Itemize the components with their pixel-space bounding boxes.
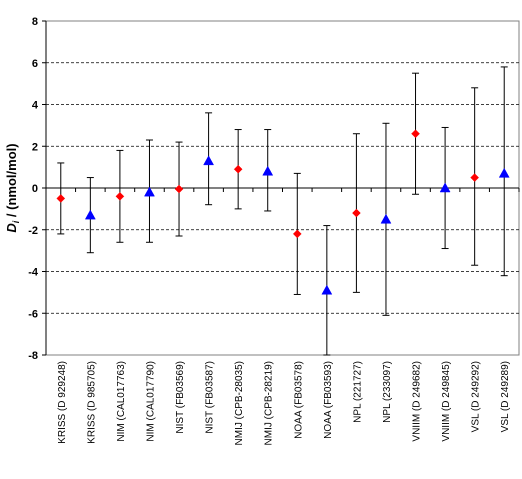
x-tick-label: NPL (233097) [382,361,393,423]
triangle-marker [84,209,96,220]
diamond-marker [411,129,420,139]
diamond-marker [56,194,66,203]
x-tick-label: NOAA (FB03578) [293,361,304,439]
diamond-marker [292,229,302,239]
triangle-marker [439,182,451,193]
triangle-marker [321,284,333,295]
x-tick-label: NMIJ (CPB-28035) [234,361,245,445]
diamond-marker [352,208,361,218]
x-tick-label: NMIJ (CPB-28219) [264,361,275,445]
y-tick-label: -6 [28,308,38,320]
y-axis-label-rest: / (nmol/mol) [4,143,19,220]
triangle-marker [144,186,155,197]
x-tick-label: KRISS (D 929248) [57,361,68,444]
y-tick-label: 0 [32,183,38,195]
diamond-marker [233,164,243,174]
error-bars [57,66,508,356]
diamond-marker [470,173,480,182]
x-tick-label: NIM (CAL017790) [145,361,156,442]
x-tick-labels: KRISS (D 929248) KRISS (D 985705) NIM (CAL… [57,361,511,445]
x-tick-label: NIM (CAL017763) [116,361,127,442]
triangle-marker [498,167,510,178]
y-axis-label-subscript: i [11,220,21,223]
x-tick-label: NIST (FB03569) [175,361,186,434]
y-axis-label: Di / (nmol/mol) [4,143,21,232]
diamond-marker [115,191,125,201]
x-tick-label: NOAA (FB03593) [323,361,334,439]
x-tick-label: VNIIM (D 249682) [412,361,423,442]
x-tick-label: VSL (D 249289) [500,361,511,432]
y-tick-label: 2 [32,141,38,153]
x-tick-label: KRISS (D 985705) [86,361,97,444]
y-axis-label-symbol: D [4,223,19,233]
axis-layer [42,20,520,356]
y-tick-label: 4 [32,100,39,112]
triangle-marker [262,165,274,176]
diamond-marker [174,184,184,194]
y-tick-label: -8 [28,350,38,362]
data-markers [56,129,510,295]
y-tick-label: 6 [32,58,38,70]
x-tick-label: VSL (D 249292) [471,361,482,432]
triangle-marker [203,155,215,166]
triangle-marker [380,213,392,224]
x-tick-label: NIST (FB03587) [205,361,216,434]
y-tick-labels: 8 6 4 2 0 -2 -4 -6 -8 [28,16,39,362]
x-tick-label: NPL (221727) [352,361,363,423]
y-tick-label: -4 [28,267,39,279]
x-tick-label: VNIIM (D 249845) [441,361,452,442]
y-tick-label: -2 [28,225,38,237]
y-tick-label: 8 [32,16,38,28]
